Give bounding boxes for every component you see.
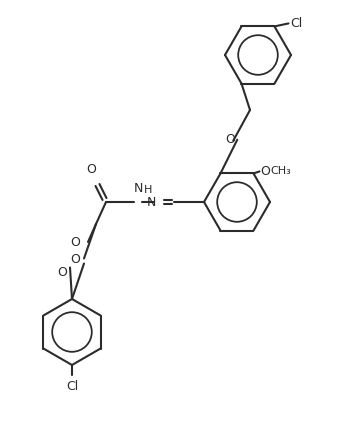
Text: Cl: Cl xyxy=(291,17,303,30)
Text: O: O xyxy=(70,252,80,265)
Text: N: N xyxy=(133,181,143,194)
Text: O: O xyxy=(225,133,235,146)
Text: N: N xyxy=(147,195,156,208)
Text: H: H xyxy=(144,184,152,194)
Text: O: O xyxy=(261,165,270,178)
Text: O: O xyxy=(57,265,67,278)
Text: CH₃: CH₃ xyxy=(270,166,291,176)
Text: O: O xyxy=(70,235,80,248)
Text: Cl: Cl xyxy=(66,379,78,392)
Text: O: O xyxy=(86,163,96,175)
